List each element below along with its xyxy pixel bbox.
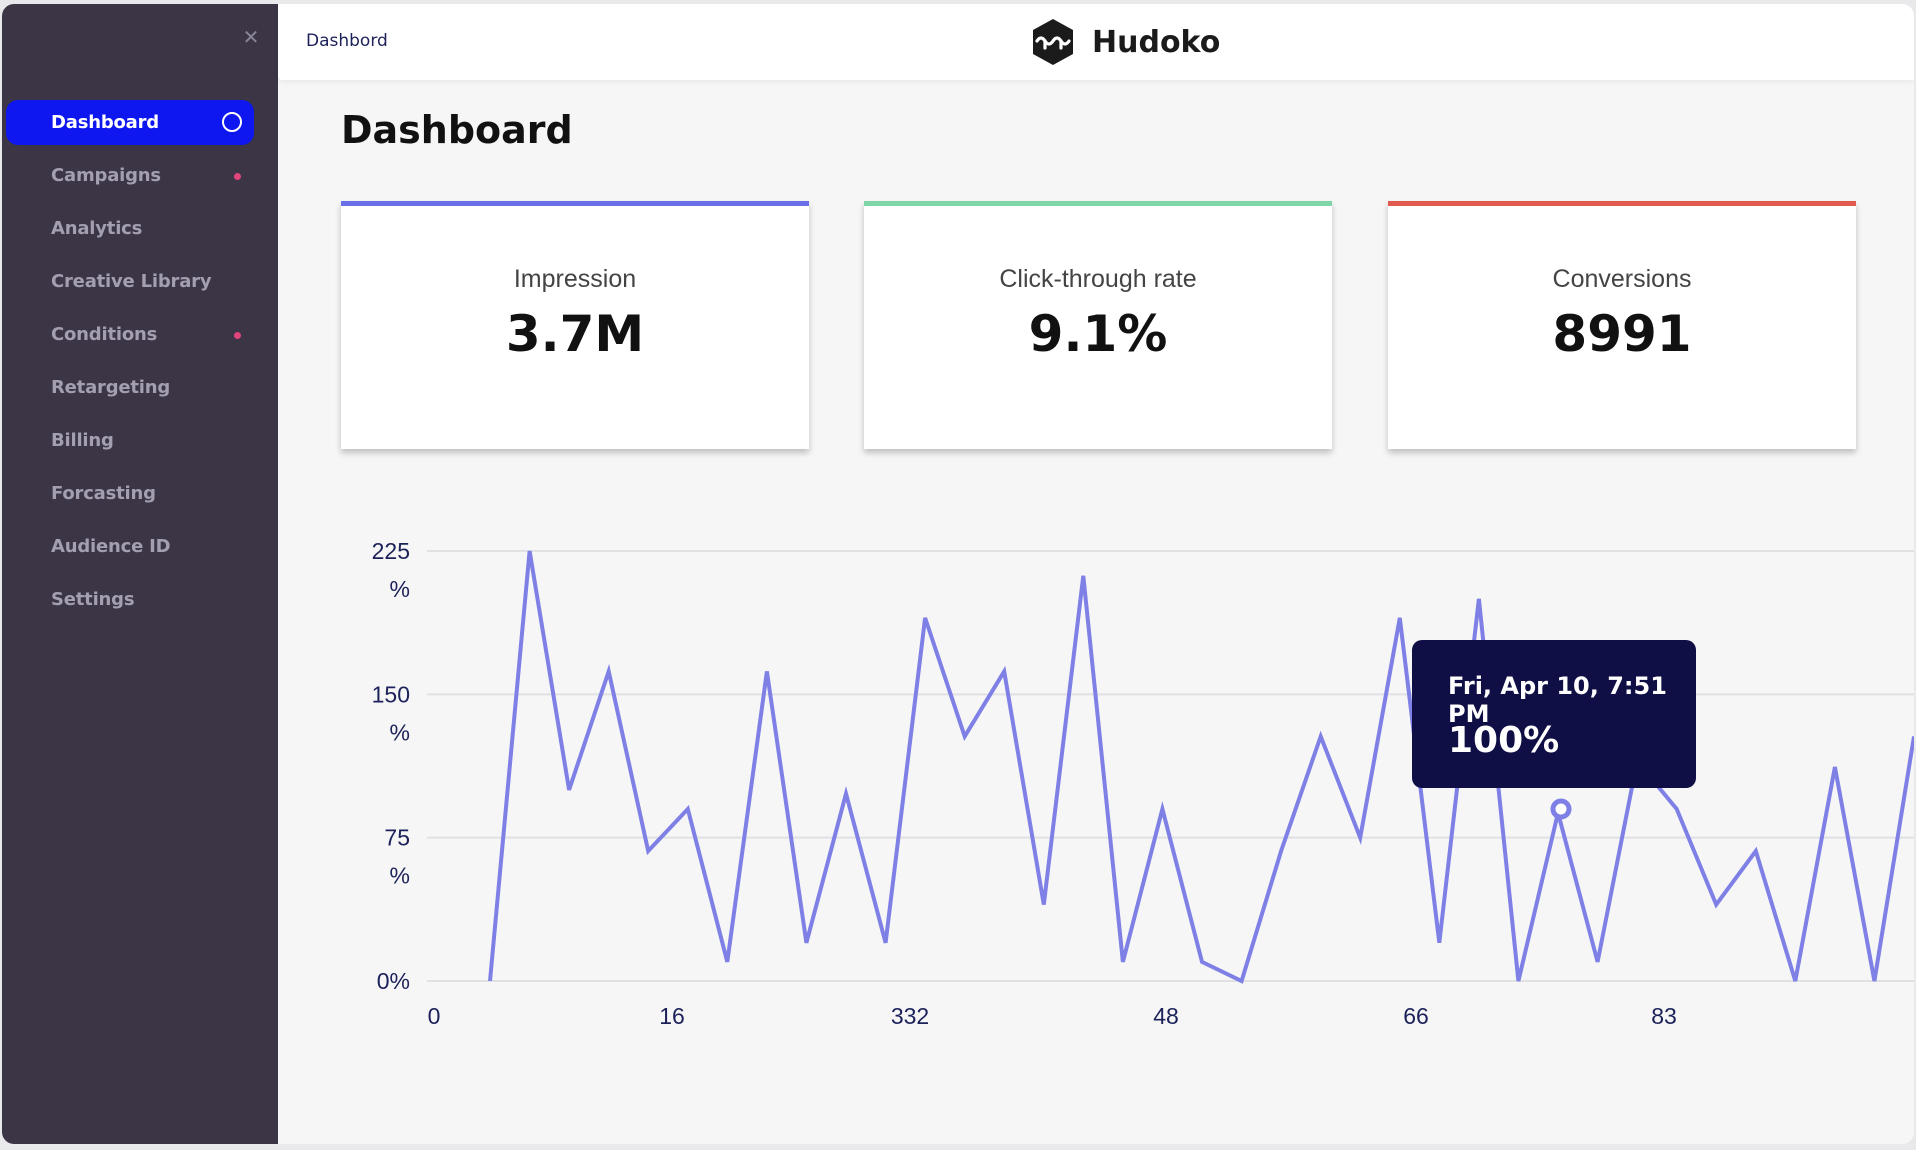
chart-tooltip: Fri, Apr 10, 7:51 PM 100% [1412, 640, 1696, 788]
card-value: 8991 [1552, 305, 1692, 363]
x-tick-label: 0 [428, 1003, 441, 1029]
y-tick-unit: % [390, 576, 410, 602]
sidebar-item-retargeting[interactable]: Retargeting [2, 365, 278, 410]
card-accent-bar [1388, 201, 1856, 206]
sidebar-nav: Dashboard Campaigns Analytics Creative Libr… [2, 100, 278, 630]
y-tick-unit: % [390, 863, 410, 889]
app-window: ✕ Dashboard Campaigns Analytics Creative Li… [2, 4, 1914, 1144]
sidebar-item-label: Dashboard [51, 112, 159, 133]
sidebar-item-label: Settings [51, 589, 135, 610]
sidebar-item-campaigns[interactable]: Campaigns [2, 153, 278, 198]
metric-card-click-through-rate[interactable]: Click-through rate 9.1% [864, 201, 1332, 449]
close-x-icon[interactable]: ✕ [242, 25, 260, 49]
x-tick-label: 66 [1403, 1003, 1429, 1029]
top-bar: Dashbord Hudoko [278, 4, 1914, 80]
notification-dot-icon [234, 173, 241, 180]
line-chart: 225% 150% 75% 0% 0 16 332 48 66 83 [332, 504, 1914, 1044]
card-value: 9.1% [1028, 305, 1168, 363]
y-tick-unit: % [390, 719, 410, 745]
card-accent-bar [864, 201, 1332, 206]
sidebar-item-dashboard[interactable]: Dashboard [6, 100, 254, 145]
chart-svg: 225% 150% 75% 0% 0 16 332 48 66 83 [372, 538, 1914, 1029]
card-label: Impression [513, 265, 637, 293]
sidebar-item-billing[interactable]: Billing [2, 418, 278, 463]
sidebar-item-creative-library[interactable]: Creative Library [2, 259, 278, 304]
y-tick-label: 225 [372, 538, 410, 564]
tooltip-date: Fri, Apr 10, 7:51 PM [1448, 672, 1667, 728]
hudoko-logo-icon [1033, 19, 1073, 65]
y-tick-label: 150 [372, 681, 410, 707]
sidebar-item-label: Campaigns [51, 165, 161, 186]
sidebar-item-forcasting[interactable]: Forcasting [2, 471, 278, 516]
metric-card-impression[interactable]: Impression 3.7M [341, 201, 809, 449]
sidebar-item-label: Audience ID [51, 536, 171, 557]
sidebar-item-label: Conditions [51, 324, 158, 345]
sidebar-item-settings[interactable]: Settings [2, 577, 278, 622]
active-ring-icon [222, 112, 242, 132]
sidebar-item-label: Creative Library [51, 271, 212, 292]
brand[interactable]: Hudoko [1028, 16, 1220, 68]
sidebar: ✕ Dashboard Campaigns Analytics Creative Li… [2, 4, 278, 1144]
metric-card-conversions[interactable]: Conversions 8991 [1388, 201, 1856, 449]
card-value: 3.7M [505, 305, 645, 363]
y-tick-label: 75 [384, 825, 410, 851]
tooltip-value: 100% [1448, 720, 1560, 761]
series-line [488, 550, 1914, 984]
sidebar-item-analytics[interactable]: Analytics [2, 206, 278, 251]
sidebar-item-conditions[interactable]: Conditions [2, 312, 278, 357]
highlight-point[interactable] [1550, 798, 1572, 820]
sidebar-item-label: Forcasting [51, 483, 156, 504]
breadcrumb[interactable]: Dashbord [306, 31, 388, 51]
sidebar-item-audience-id[interactable]: Audience ID [2, 524, 278, 569]
brand-name: Hudoko [1092, 24, 1221, 60]
card-accent-bar [341, 201, 809, 206]
notification-dot-icon [234, 332, 241, 339]
page-title: Dashboard [341, 108, 573, 152]
y-tick-label: 0% [377, 968, 410, 994]
sidebar-item-label: Billing [51, 430, 114, 451]
x-tick-label: 83 [1651, 1003, 1677, 1029]
x-tick-label: 332 [891, 1003, 929, 1029]
card-label: Conversions [1552, 265, 1692, 293]
sidebar-item-label: Analytics [51, 218, 143, 239]
sidebar-item-label: Retargeting [51, 377, 171, 398]
card-label: Click-through rate [999, 265, 1197, 293]
x-tick-label: 16 [659, 1003, 685, 1029]
x-tick-label: 48 [1153, 1003, 1179, 1029]
